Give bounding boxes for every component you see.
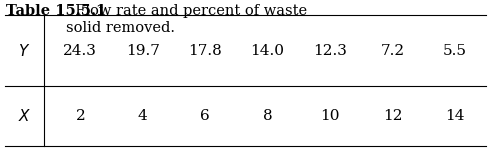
Text: 8: 8 [263, 109, 273, 123]
Text: 12: 12 [382, 109, 402, 123]
Text: 7.2: 7.2 [381, 44, 405, 58]
Text: 4: 4 [138, 109, 148, 123]
Text: 5.5: 5.5 [443, 44, 467, 58]
Text: Table 15.5.1: Table 15.5.1 [6, 4, 107, 18]
Text: 24.3: 24.3 [63, 44, 97, 58]
Text: 2: 2 [76, 109, 85, 123]
Text: Flow rate and percent of waste
solid removed.: Flow rate and percent of waste solid rem… [66, 4, 307, 35]
Text: 19.7: 19.7 [126, 44, 160, 58]
Text: $Y$: $Y$ [18, 43, 31, 59]
Text: 6: 6 [200, 109, 210, 123]
Text: 12.3: 12.3 [313, 44, 347, 58]
Text: 14.0: 14.0 [250, 44, 285, 58]
Text: $X$: $X$ [18, 108, 31, 124]
Text: 14: 14 [445, 109, 464, 123]
Text: 10: 10 [320, 109, 340, 123]
Text: 17.8: 17.8 [188, 44, 222, 58]
